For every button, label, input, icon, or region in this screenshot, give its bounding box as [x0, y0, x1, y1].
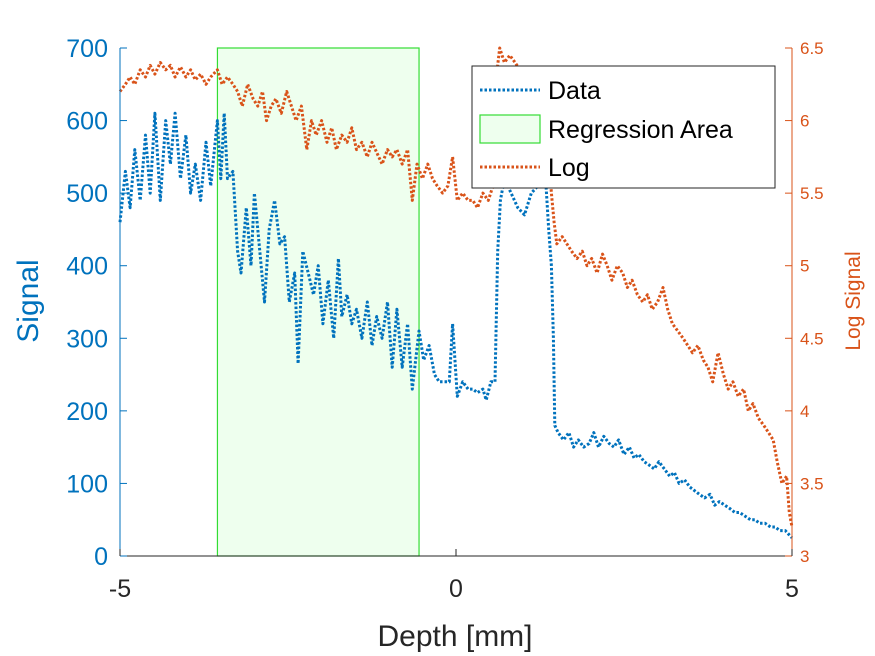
y-right-tick-label: 4 — [800, 402, 809, 421]
y-right-tick-label: 6.5 — [800, 39, 824, 58]
y-right-tick-label: 5 — [800, 257, 809, 276]
y-left-tick-label: 700 — [66, 35, 108, 63]
y-right-tick-label: 5.5 — [800, 184, 824, 203]
plot-area — [118, 46, 794, 557]
y-left-tick-label: 300 — [66, 325, 108, 353]
y-right-tick-label: 3.5 — [800, 474, 824, 493]
y-left-tick-label: 600 — [66, 108, 108, 136]
x-tick-label: -5 — [109, 575, 131, 603]
legend-label: Regression Area — [548, 116, 733, 144]
y-left-tick-label: 0 — [94, 543, 108, 571]
regression-area — [216, 47, 420, 557]
y-right-tick-label: 6 — [800, 112, 809, 131]
y-axis-right-label: Log Signal — [842, 251, 865, 350]
y-left-tick-label: 200 — [66, 398, 108, 426]
legend-label: Data — [548, 77, 601, 105]
y-axis-left-label: Signal — [12, 259, 45, 342]
x-tick-label: 5 — [785, 575, 799, 603]
x-axis-label: Depth [mm] — [377, 620, 532, 653]
legend: Data Regression Area Log — [471, 65, 776, 189]
y-left-tick-label: 500 — [66, 180, 108, 208]
legend-swatch-regression-area — [479, 114, 541, 144]
y-right-tick-label: 4.5 — [800, 329, 824, 348]
series-line-data — [118, 111, 794, 539]
legend-label: Log — [548, 154, 590, 182]
y-left-tick-label: 100 — [66, 470, 108, 498]
y-right-tick-label: 3 — [800, 547, 809, 566]
axes: 0 100 200 300 400 500 600 700 3 3.5 4 4.5 5 5.5 6 6.5 -5… — [66, 35, 823, 603]
x-tick-label: 0 — [449, 575, 463, 603]
y-left-tick-label: 400 — [66, 253, 108, 281]
series-line-log — [118, 46, 794, 528]
